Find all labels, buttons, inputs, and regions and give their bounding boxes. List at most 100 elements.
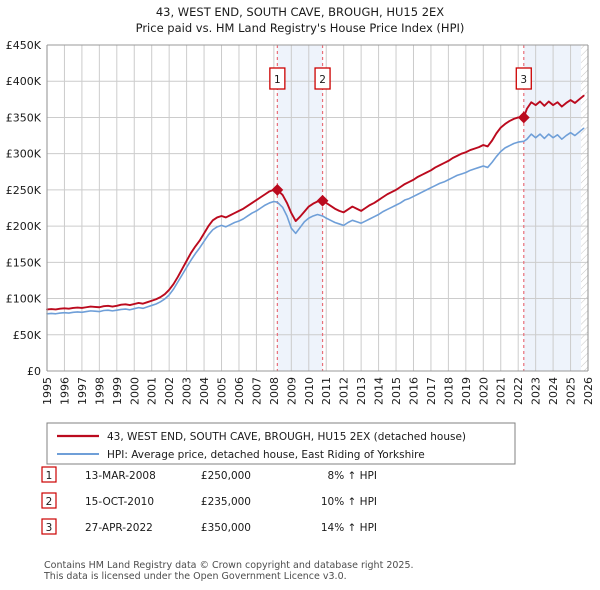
event-number-box-3[interactable]: 3 — [515, 67, 532, 90]
chart-title-block: 43, WEST END, SOUTH CAVE, BROUGH, HU15 2… — [0, 4, 600, 36]
x-tick-label: 2000 — [128, 377, 141, 405]
shaded-band-1 — [277, 45, 323, 371]
y-tick-label: £150K — [6, 256, 42, 269]
x-tick-label: 2003 — [181, 377, 194, 405]
x-tick-label: 1999 — [111, 377, 124, 405]
row-price: £235,000 — [201, 496, 251, 508]
row-price: £350,000 — [201, 522, 251, 534]
x-tick-label: 2013 — [355, 377, 368, 405]
x-tick-label: 2017 — [425, 377, 438, 405]
x-tick-label: 2019 — [460, 377, 473, 405]
row-hpi-delta: 8% ↑ HPI — [328, 470, 377, 482]
x-tick-label: 2008 — [268, 377, 281, 405]
event-number-box-1[interactable]: 1 — [269, 67, 286, 90]
x-tick-label: 2025 — [565, 377, 578, 405]
row-index-box[interactable] — [41, 466, 57, 483]
event-vertical-lines — [276, 45, 525, 371]
chart-axes — [46, 44, 589, 372]
x-tick-label: 2005 — [216, 377, 229, 405]
forecast-hatched-region — [581, 45, 588, 371]
chart-series-lines — [46, 94, 585, 315]
transaction-point-markers — [271, 111, 530, 207]
page-title: 43, WEST END, SOUTH CAVE, BROUGH, HU15 2… — [155, 5, 445, 19]
chart-gridlines — [46, 44, 589, 372]
hatched-forecast-area — [581, 45, 588, 371]
x-tick-label: 2012 — [338, 377, 351, 405]
page-subtitle: Price paid vs. HM Land Registry's House … — [135, 21, 465, 35]
x-tick-label: 2026 — [582, 377, 595, 405]
footer-line-1: Contains HM Land Registry data © Crown c… — [44, 560, 414, 571]
y-tick-label: £400K — [6, 75, 42, 88]
table-row: 2 15-OCT-2010 £235,000 10% ↑ HPI — [41, 492, 377, 509]
row-index-number: 1 — [46, 470, 53, 482]
event-number-box-2[interactable]: 2 — [314, 67, 331, 90]
x-tick-label: 2009 — [285, 377, 298, 405]
row-index-box[interactable] — [41, 518, 57, 535]
row-hpi-delta: 14% ↑ HPI — [321, 522, 377, 534]
series-line-hpi — [46, 127, 585, 315]
x-tick-label: 2002 — [163, 377, 176, 405]
event-box-number: 1 — [274, 74, 281, 86]
x-tick-label: 2018 — [442, 377, 455, 405]
event-shaded-bands — [277, 45, 582, 371]
x-tick-label: 2021 — [495, 377, 508, 405]
table-row: 1 13-MAR-2008 £250,000 8% ↑ HPI — [41, 466, 377, 483]
row-date: 27-APR-2022 — [85, 522, 153, 534]
transaction-marker-2[interactable] — [316, 194, 329, 207]
y-tick-label: £250K — [6, 184, 42, 197]
x-tick-label: 1995 — [41, 377, 54, 405]
x-tick-label: 2015 — [390, 377, 403, 405]
row-date: 15-OCT-2010 — [85, 496, 154, 508]
transaction-marker-1[interactable] — [271, 183, 284, 196]
legend-item-price-paid-series: 43, WEST END, SOUTH CAVE, BROUGH, HU15 2… — [57, 431, 466, 443]
x-tick-label: 1998 — [93, 377, 106, 405]
footer-attribution: Contains HM Land Registry data © Crown c… — [43, 560, 414, 582]
y-tick-label: £200K — [6, 220, 42, 233]
footer-line-2: This data is licensed under the Open Gov… — [43, 571, 347, 582]
table-row: 3 27-APR-2022 £350,000 14% ↑ HPI — [41, 518, 377, 535]
y-tick-label: £300K — [6, 148, 42, 161]
y-tick-label: £50K — [13, 329, 42, 342]
x-tick-label: 2024 — [547, 377, 560, 405]
x-tick-label: 2020 — [477, 377, 490, 405]
x-tick-label: 1997 — [76, 377, 89, 405]
event-box-rect[interactable] — [314, 67, 331, 90]
transactions-table: 1 13-MAR-2008 £250,000 8% ↑ HPI 2 15-OCT-2010… — [41, 466, 377, 535]
chart-legend: 43, WEST END, SOUTH CAVE, BROUGH, HU15 2… — [46, 422, 516, 465]
x-tick-label: 2006 — [233, 377, 246, 405]
shaded-band-2 — [523, 45, 582, 371]
x-tick-label: 2016 — [407, 377, 420, 405]
legend-item-hpi-series: HPI: Average price, detached house, East… — [57, 449, 425, 461]
y-tick-label: £450K — [6, 39, 42, 52]
row-date: 13-MAR-2008 — [85, 470, 156, 482]
y-tick-label: £100K — [6, 293, 42, 306]
row-index-number: 3 — [46, 522, 53, 534]
x-tick-label: 2010 — [303, 377, 316, 405]
y-axis-tick-labels: £0 £50K £100K £150K £200K £250K £300K £350K £400… — [6, 39, 42, 378]
event-box-number: 3 — [520, 74, 527, 86]
event-box-rect[interactable] — [515, 67, 532, 90]
series-line-price-paid — [46, 94, 585, 311]
x-axis-tick-labels: 1995 1996 1997 1998 1999 2000 2001 2002 2003 2004… — [41, 377, 595, 405]
event-number-boxes[interactable]: 1 2 3 — [269, 67, 532, 90]
transaction-marker-3[interactable] — [517, 111, 530, 124]
x-tick-label: 2007 — [250, 377, 263, 405]
x-tick-label: 2001 — [146, 377, 159, 405]
y-tick-label: £350K — [6, 111, 42, 124]
row-index-number: 2 — [46, 496, 53, 508]
event-box-number: 2 — [319, 74, 326, 86]
x-tick-label: 2014 — [373, 377, 386, 405]
legend-label: HPI: Average price, detached house, East… — [107, 449, 425, 461]
x-tick-label: 2004 — [198, 377, 211, 405]
event-box-rect[interactable] — [269, 67, 286, 90]
row-index-box[interactable] — [41, 492, 57, 509]
x-tick-label: 2011 — [320, 377, 333, 405]
x-tick-label: 1996 — [58, 377, 71, 405]
x-tick-label: 2023 — [530, 377, 543, 405]
legend-box — [46, 422, 516, 465]
x-tick-label: 2022 — [512, 377, 525, 405]
legend-label: 43, WEST END, SOUTH CAVE, BROUGH, HU15 2… — [107, 431, 466, 443]
y-tick-label: £0 — [27, 365, 41, 378]
